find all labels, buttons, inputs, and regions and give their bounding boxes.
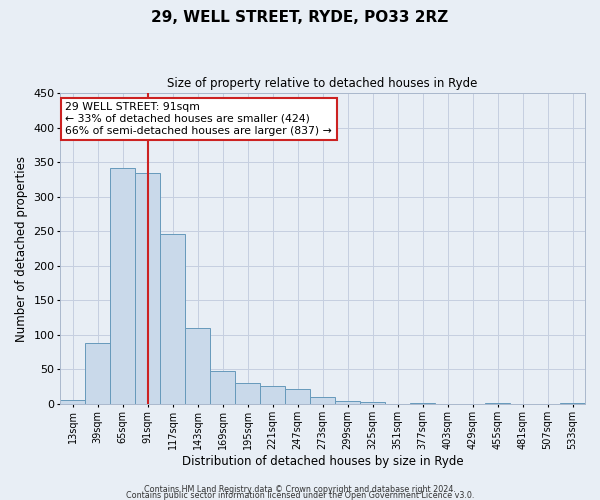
Bar bbox=[260, 386, 285, 404]
Bar bbox=[185, 328, 210, 404]
Title: Size of property relative to detached houses in Ryde: Size of property relative to detached ho… bbox=[167, 78, 478, 90]
Bar bbox=[110, 168, 135, 404]
X-axis label: Distribution of detached houses by size in Ryde: Distribution of detached houses by size … bbox=[182, 454, 463, 468]
Y-axis label: Number of detached properties: Number of detached properties bbox=[15, 156, 28, 342]
Bar bbox=[60, 400, 85, 404]
Bar bbox=[210, 371, 235, 404]
Text: 29, WELL STREET, RYDE, PO33 2RZ: 29, WELL STREET, RYDE, PO33 2RZ bbox=[151, 10, 449, 25]
Bar bbox=[135, 172, 160, 404]
Bar bbox=[85, 343, 110, 404]
Text: Contains public sector information licensed under the Open Government Licence v3: Contains public sector information licen… bbox=[126, 490, 474, 500]
Bar bbox=[360, 402, 385, 404]
Bar bbox=[335, 400, 360, 404]
Text: Contains HM Land Registry data © Crown copyright and database right 2024.: Contains HM Land Registry data © Crown c… bbox=[144, 484, 456, 494]
Bar bbox=[160, 234, 185, 404]
Bar bbox=[410, 402, 435, 404]
Bar bbox=[310, 397, 335, 404]
Text: 29 WELL STREET: 91sqm
← 33% of detached houses are smaller (424)
66% of semi-det: 29 WELL STREET: 91sqm ← 33% of detached … bbox=[65, 102, 332, 136]
Bar bbox=[235, 382, 260, 404]
Bar bbox=[285, 389, 310, 404]
